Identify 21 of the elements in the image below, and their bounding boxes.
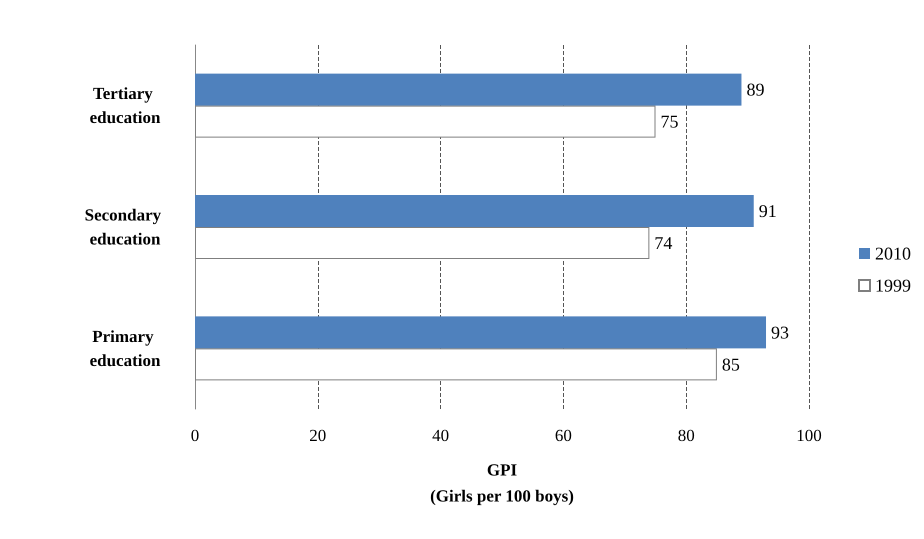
x-tick-label: 0 xyxy=(190,426,200,445)
data-label: 91 xyxy=(758,201,777,221)
data-label: 85 xyxy=(722,354,740,374)
bar xyxy=(195,195,754,227)
data-label: 93 xyxy=(771,322,790,342)
x-axis-title: GPI (Girls per 100 boys) xyxy=(430,460,574,506)
x-tick-label: 60 xyxy=(554,426,572,445)
bar xyxy=(195,316,766,348)
bar xyxy=(195,74,742,106)
x-tick-label: 40 xyxy=(432,426,450,445)
y-tick-label: Tertiary education xyxy=(90,84,161,128)
x-tick-label: 20 xyxy=(309,426,326,445)
x-tick-label: 80 xyxy=(678,426,695,445)
legend-label: 1999 xyxy=(875,276,911,296)
data-label: 75 xyxy=(660,112,678,132)
y-tick-label: Primary education xyxy=(90,326,161,370)
x-tick-label: 100 xyxy=(796,426,822,445)
data-label: 89 xyxy=(746,80,764,100)
legend-label: 2010 xyxy=(875,244,911,264)
y-tick-label: Secondary education xyxy=(84,206,166,248)
data-label: 74 xyxy=(654,233,672,253)
